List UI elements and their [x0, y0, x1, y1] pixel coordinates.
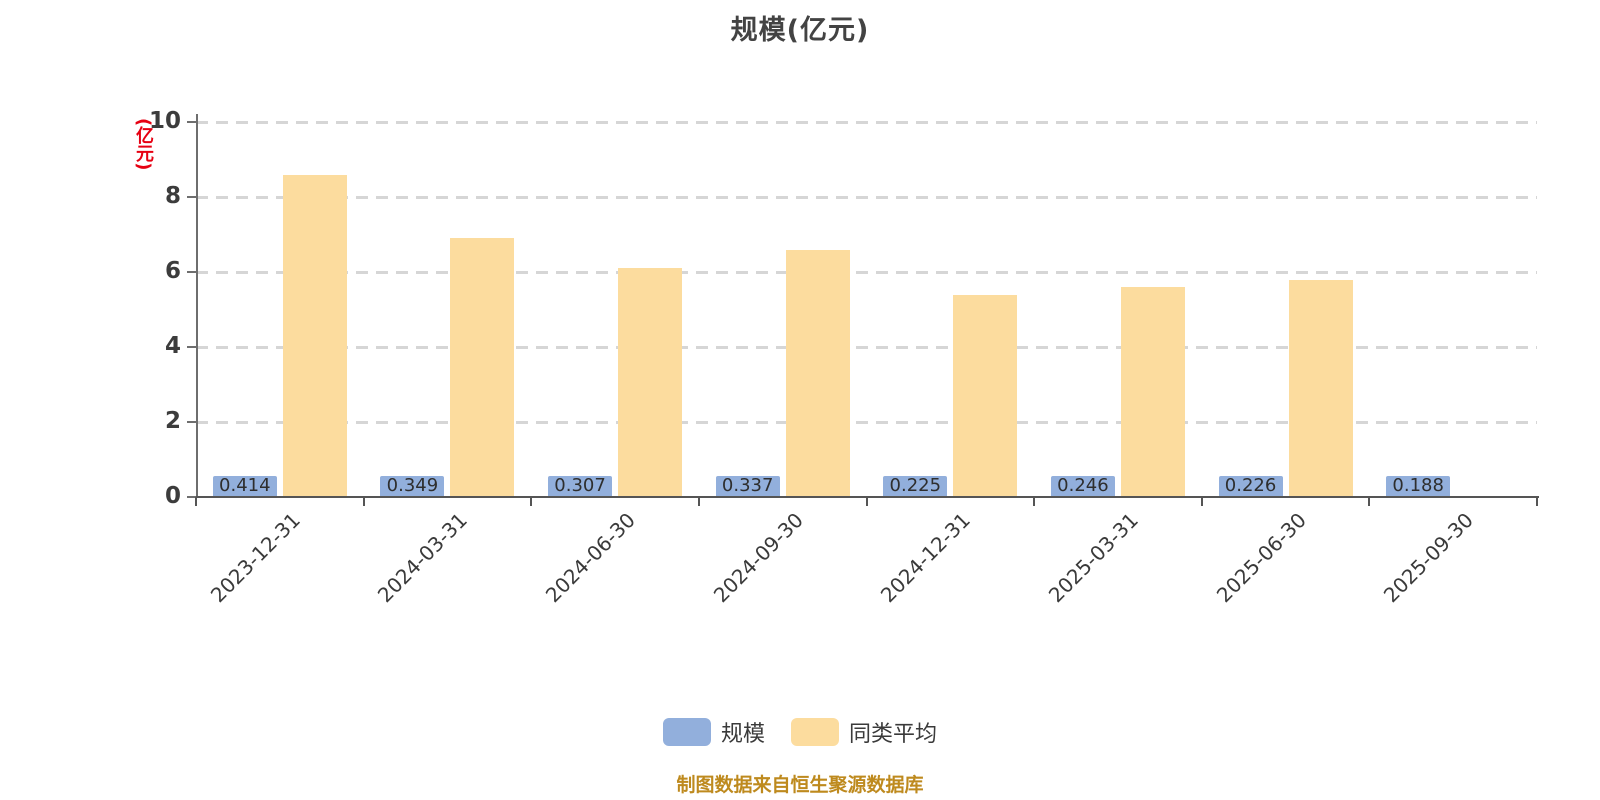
y-axis-tick	[187, 121, 196, 123]
x-axis-tick	[195, 497, 197, 506]
x-axis-label-2024-06-30: 2024-06-30	[540, 508, 641, 608]
gridline-y-8	[196, 196, 1537, 199]
gridline-y-4	[196, 346, 1537, 349]
data-source-footer: 制图数据来自恒生聚源数据库	[676, 774, 924, 796]
legend-swatch-icon	[791, 718, 839, 746]
y-axis-tick	[187, 271, 196, 273]
bar-value-label: 0.337	[715, 476, 780, 496]
bar-value-label: 0.226	[1218, 476, 1283, 496]
y-axis-unit-label: (亿元)	[133, 118, 154, 171]
x-axis-tick	[1200, 497, 1203, 506]
x-axis-tick	[697, 497, 700, 506]
y-tick-label-6: 6	[164, 258, 181, 284]
x-axis-tick	[865, 497, 868, 506]
bar-category-average-2024-03-31[interactable]	[450, 238, 515, 497]
chart-title: 规模(亿元)	[730, 15, 870, 46]
bar-category-average-2024-06-30[interactable]	[618, 268, 683, 497]
x-axis-line	[196, 496, 1539, 498]
y-axis-tick	[187, 496, 196, 498]
bar-value-label: 0.246	[1050, 476, 1115, 496]
x-axis-label-2025-09-30: 2025-09-30	[1378, 508, 1479, 608]
bar-category-average-2025-03-31[interactable]	[1120, 287, 1185, 497]
x-axis-label-2024-03-31: 2024-03-31	[373, 508, 473, 608]
x-axis-tick	[1033, 497, 1036, 506]
y-tick-label-2: 2	[164, 408, 181, 434]
legend: 规模 同类平均	[0, 716, 1600, 748]
bar-category-average-2024-12-31[interactable]	[953, 294, 1018, 497]
y-tick-label-10: 10	[148, 108, 181, 134]
legend-label: 规模	[720, 722, 765, 747]
gridline-y-10	[196, 121, 1537, 124]
bar-category-average-2023-12-31[interactable]	[282, 174, 347, 497]
y-tick-label-0: 0	[164, 483, 181, 509]
legend-item-scale[interactable]: 规模	[662, 716, 765, 748]
bar-value-label: 0.349	[380, 476, 445, 496]
y-axis-tick	[187, 346, 196, 348]
x-axis-tick	[1536, 497, 1538, 506]
x-axis-tick	[362, 497, 365, 506]
legend-swatch-icon	[662, 718, 711, 746]
legend-item-category-average[interactable]: 同类平均	[791, 716, 937, 748]
bar-category-average-2024-09-30[interactable]	[785, 249, 850, 497]
gridline-y-6	[196, 271, 1537, 274]
bar-value-label: 0.307	[548, 476, 613, 496]
legend-label: 同类平均	[849, 722, 938, 747]
bar-value-label: 0.188	[1386, 476, 1451, 496]
y-tick-label-4: 4	[164, 333, 181, 359]
x-axis-label-2024-12-31: 2024-12-31	[876, 508, 976, 608]
x-axis-tick	[530, 497, 533, 506]
x-axis-label-2025-06-30: 2025-06-30	[1211, 508, 1311, 608]
y-axis-line	[196, 114, 198, 497]
bar-value-label: 0.414	[212, 476, 277, 496]
gridline-y-2	[196, 421, 1537, 424]
y-axis-tick	[187, 196, 196, 198]
y-axis-tick	[187, 421, 196, 423]
bar-category-average-2025-06-30[interactable]	[1288, 279, 1353, 497]
x-axis-tick	[1368, 497, 1371, 506]
y-tick-label-8: 8	[164, 183, 181, 209]
x-axis-label-2023-12-31: 2023-12-31	[205, 508, 305, 608]
x-axis-label-2024-09-30: 2024-09-30	[708, 508, 808, 608]
x-axis-label-2025-03-31: 2025-03-31	[1043, 508, 1143, 608]
bar-value-label: 0.225	[883, 476, 948, 496]
